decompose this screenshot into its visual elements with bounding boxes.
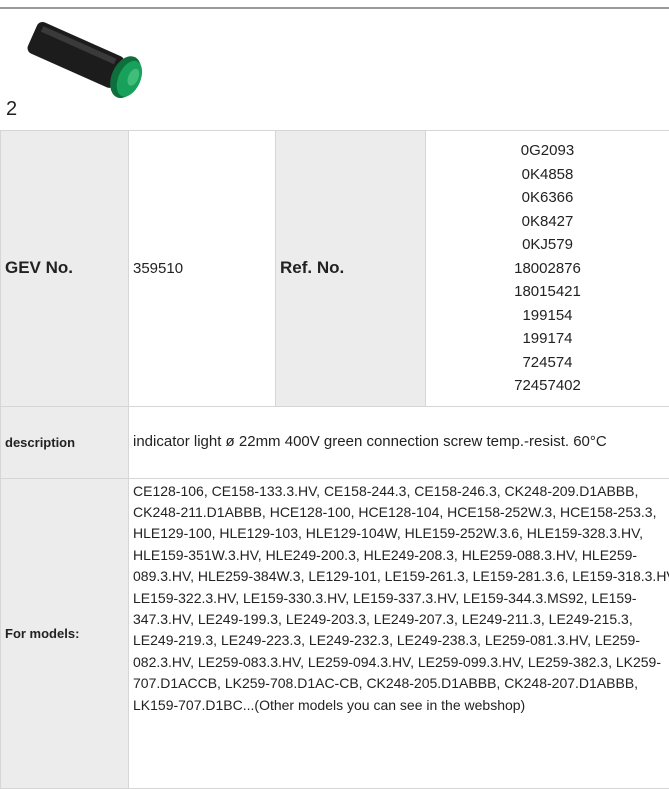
ref-value: 0K4858	[426, 163, 669, 187]
models-value: CE128-106, CE158-133.3.HV, CE158-244.3, …	[129, 478, 669, 788]
gev-value: 359510	[129, 131, 276, 407]
gev-label: GEV No.	[1, 131, 129, 407]
row: description indicator light ø 22mm 400V …	[1, 406, 669, 478]
ref-value: 0G2093	[426, 139, 669, 163]
product-image	[10, 14, 170, 104]
models-label: For models:	[1, 478, 129, 788]
ref-label: Ref. No.	[276, 131, 426, 407]
description-value: indicator light ø 22mm 400V green connec…	[129, 406, 669, 478]
description-label: description	[1, 406, 129, 478]
ref-value: 0KJ579	[426, 233, 669, 257]
ref-value: 199174	[426, 327, 669, 351]
models-text: CE128-106, CE158-133.3.HV, CE158-244.3, …	[133, 481, 669, 788]
ref-value: 199154	[426, 304, 669, 328]
ref-value: 0K8427	[426, 210, 669, 234]
image-number: 2	[6, 98, 17, 121]
divider	[0, 7, 669, 9]
row: For models: CE128-106, CE158-133.3.HV, C…	[1, 478, 669, 788]
ref-value: 72457402	[426, 374, 669, 398]
ref-value: 18015421	[426, 280, 669, 304]
ref-value: 18002876	[426, 257, 669, 281]
ref-value: 724574	[426, 351, 669, 375]
ref-value: 0K6366	[426, 186, 669, 210]
